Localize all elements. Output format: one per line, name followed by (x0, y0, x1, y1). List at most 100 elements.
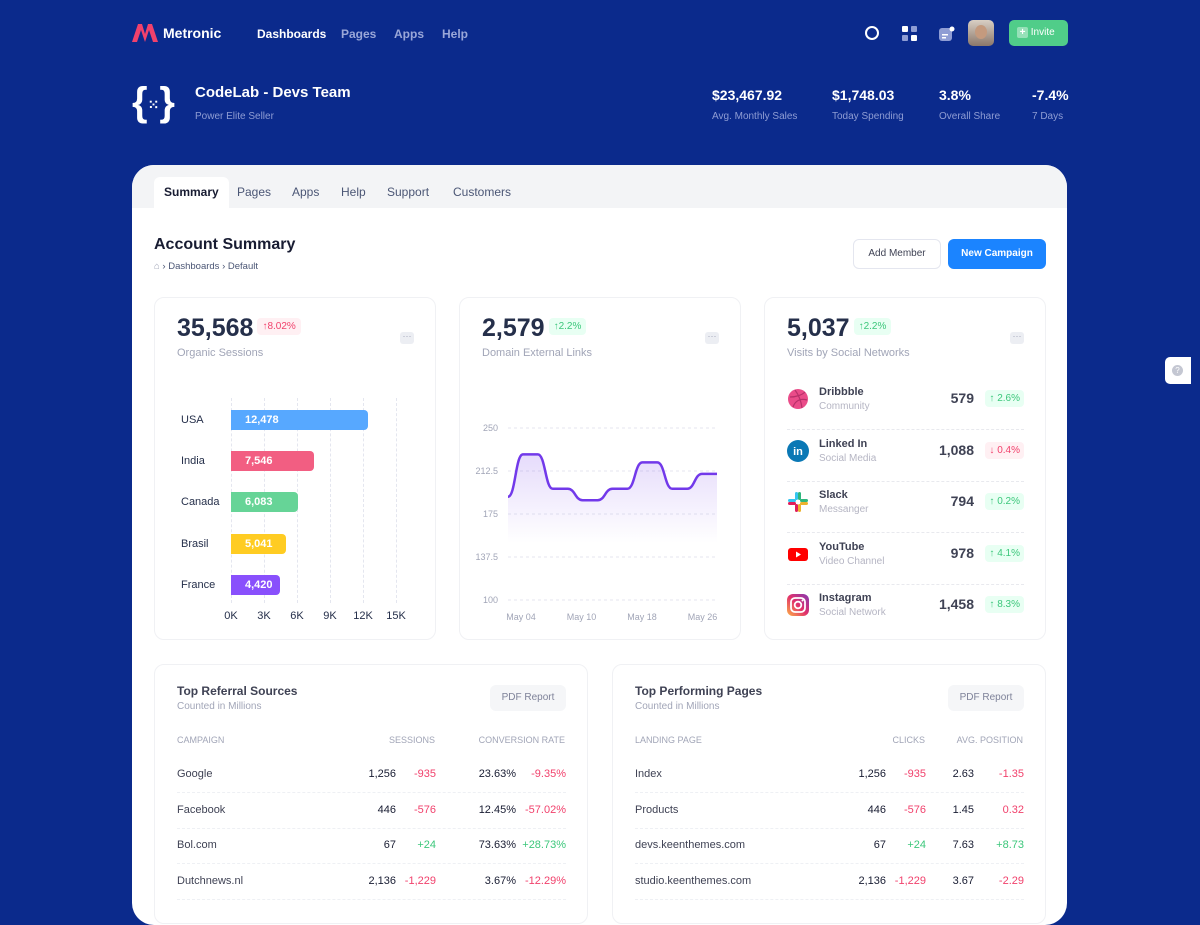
line-series[interactable] (507, 453, 717, 502)
table-row[interactable]: Bol.com 67 +24 73.63% +28.73% (177, 828, 566, 864)
social-value: 5,037 (787, 314, 850, 342)
dribbble-icon (788, 389, 808, 409)
bar-category-label: USA (181, 414, 204, 426)
social-item-dribbble[interactable]: Dribbble Community 579 ↑ 2.6% (787, 378, 1024, 430)
youtube-icon (788, 547, 808, 561)
team-logo-icon: {⁙} (132, 80, 175, 124)
y-tick-label: 100 (483, 595, 498, 605)
tab-help[interactable]: Help (341, 185, 366, 199)
x-tick-label: May 26 (688, 612, 718, 622)
organic-change-badge: ↑8.02% (257, 318, 301, 335)
table-row[interactable]: devs.keenthemes.com 67 +24 7.63 +8.73 (635, 828, 1024, 864)
social-visits-card: 5,037 ↑2.2% Visits by Social Networks ···… (764, 297, 1046, 640)
instagram-icon (787, 594, 809, 617)
team-subtitle: Power Elite Seller (195, 111, 274, 122)
row-name: Dutchnews.nl (177, 874, 244, 887)
links-value: 2,579 (482, 314, 545, 342)
stat-monthly-sales: $23,467.92 Avg. Monthly Sales (712, 87, 798, 122)
plus-icon: + (1017, 27, 1028, 38)
y-tick-label: 175 (483, 509, 498, 519)
bar[interactable]: 5,041 (231, 533, 287, 554)
avatar[interactable] (968, 20, 994, 46)
social-item-instagram[interactable]: Instagram Social Network 1,458 ↑ 8.3% (787, 584, 1024, 636)
stat-today-spending: $1,748.03 Today Spending (832, 87, 904, 122)
table-row[interactable]: Products 446 -576 1.45 0.32 (635, 793, 1024, 829)
organic-value: 35,568 (177, 314, 254, 342)
tab-bar: Summary Pages Apps Help Support Customer… (132, 165, 1067, 208)
breadcrumb-dashboards[interactable]: Dashboards (168, 261, 220, 272)
x-tick-label: 12K (353, 610, 373, 622)
nav-pages[interactable]: Pages (341, 27, 377, 41)
nav-dashboards[interactable]: Dashboards (257, 27, 327, 41)
col-clicks[interactable]: CLICKS (892, 735, 925, 745)
more-options-icon[interactable]: ··· (705, 332, 719, 344)
linkedin-icon: in (787, 439, 809, 462)
pdf-report-button[interactable]: PDF Report (948, 685, 1024, 711)
add-member-button[interactable]: Add Member (853, 239, 941, 269)
grid-line (363, 398, 364, 603)
col-avg-position[interactable]: AVG. POSITION (956, 735, 1023, 745)
svg-text:in: in (793, 446, 803, 458)
invite-button[interactable]: + Invite (1009, 20, 1068, 46)
tab-customers[interactable]: Customers (453, 185, 512, 199)
y-tick-label: 137.5 (475, 552, 498, 562)
tab-pages[interactable]: Pages (237, 185, 272, 199)
more-options-icon[interactable]: ··· (1010, 332, 1024, 344)
home-icon[interactable]: ⌂ (154, 261, 160, 272)
page-title: Account Summary (154, 236, 296, 253)
table-row[interactable]: Index 1,256 -935 2.63 -1.35 (635, 757, 1024, 793)
notifications-icon[interactable] (939, 26, 955, 42)
x-tick-label: 15K (386, 610, 406, 622)
new-campaign-button[interactable]: New Campaign (948, 239, 1046, 269)
team-name: CodeLab - Devs Team (195, 84, 351, 101)
pdf-report-button[interactable]: PDF Report (490, 685, 566, 711)
referral-sources-card: Top Referral Sources Counted in Millions… (154, 664, 588, 924)
nav-apps[interactable]: Apps (394, 27, 424, 41)
bar-category-label: France (181, 578, 216, 591)
pages-title: Top Performing Pages (635, 684, 763, 698)
nav-help[interactable]: Help (442, 27, 469, 41)
col-landing-page[interactable]: LANDING PAGE (635, 735, 702, 745)
col-conversion[interactable]: CONVERSION RATE (478, 735, 565, 745)
apps-grid-icon[interactable] (902, 26, 917, 41)
top-pages-card: Top Performing Pages Counted in Millions… (612, 664, 1046, 924)
breadcrumb-default: Default (227, 261, 258, 272)
logo[interactable] (132, 24, 158, 42)
help-button[interactable]: ? (1165, 357, 1191, 384)
tab-support[interactable]: Support (387, 185, 430, 199)
col-campaign[interactable]: CAMPAIGN (177, 735, 225, 745)
social-item-slack[interactable]: Slack Messanger 794 ↑ 0.2% (787, 481, 1024, 534)
table-row[interactable]: studio.keenthemes.com 2,136 -1,229 3.67 … (635, 864, 1024, 900)
more-options-icon[interactable]: ··· (400, 332, 414, 344)
col-sessions[interactable]: SESSIONS (388, 735, 435, 745)
row-name: devs.keenthemes.com (635, 839, 746, 851)
bar[interactable]: 4,420 (231, 574, 280, 595)
row-name: Google (177, 768, 213, 780)
links-change-badge: ↑2.2% (548, 318, 587, 335)
table-row[interactable]: Facebook 446 -576 12.45% -57.02% (177, 793, 566, 829)
tab-apps[interactable]: Apps (292, 185, 320, 199)
area-fill (508, 454, 717, 543)
bar[interactable]: 7,546 (231, 451, 314, 472)
social-change-badge: ↑2.2% (853, 318, 892, 335)
social-item-youtube[interactable]: YouTube Video Channel 978 ↑ 4.1% (787, 533, 1024, 585)
x-tick-label: 0K (224, 610, 238, 622)
bar[interactable]: 12,478 (231, 410, 369, 430)
table-row[interactable]: Dutchnews.nl 2,136 -1,229 3.67% -12.29% (177, 864, 566, 900)
bar[interactable]: 6,083 (231, 492, 298, 513)
search-icon[interactable] (865, 26, 879, 40)
x-tick-label: 3K (257, 610, 271, 622)
slack-icon (788, 492, 808, 513)
social-item-linkedin[interactable]: in Linked In Social Media 1,088 ↓ 0.4% (787, 430, 1024, 482)
x-tick-label: 9K (323, 610, 337, 622)
organic-label: Organic Sessions (177, 347, 264, 359)
x-tick-label: May 04 (506, 612, 536, 622)
y-tick-label: 212.5 (475, 466, 498, 476)
grid-line (396, 398, 397, 603)
tab-summary[interactable]: Summary (154, 177, 229, 208)
table-row[interactable]: Google 1,256 -935 23.63% -9.35% (177, 757, 566, 793)
line-chart: 250 212.5 175 137.5 100 May 04 May 10 May 18 May… (475, 423, 718, 622)
row-name: Index (635, 768, 662, 780)
pages-subtitle: Counted in Millions (635, 701, 720, 712)
external-links-card: 2,579 ↑2.2% Domain External Links ··· 250… (459, 297, 741, 640)
